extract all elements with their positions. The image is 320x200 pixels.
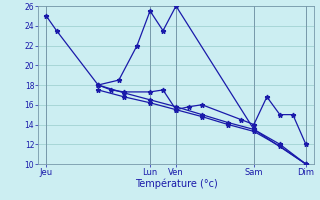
X-axis label: Température (°c): Température (°c) [135, 179, 217, 189]
